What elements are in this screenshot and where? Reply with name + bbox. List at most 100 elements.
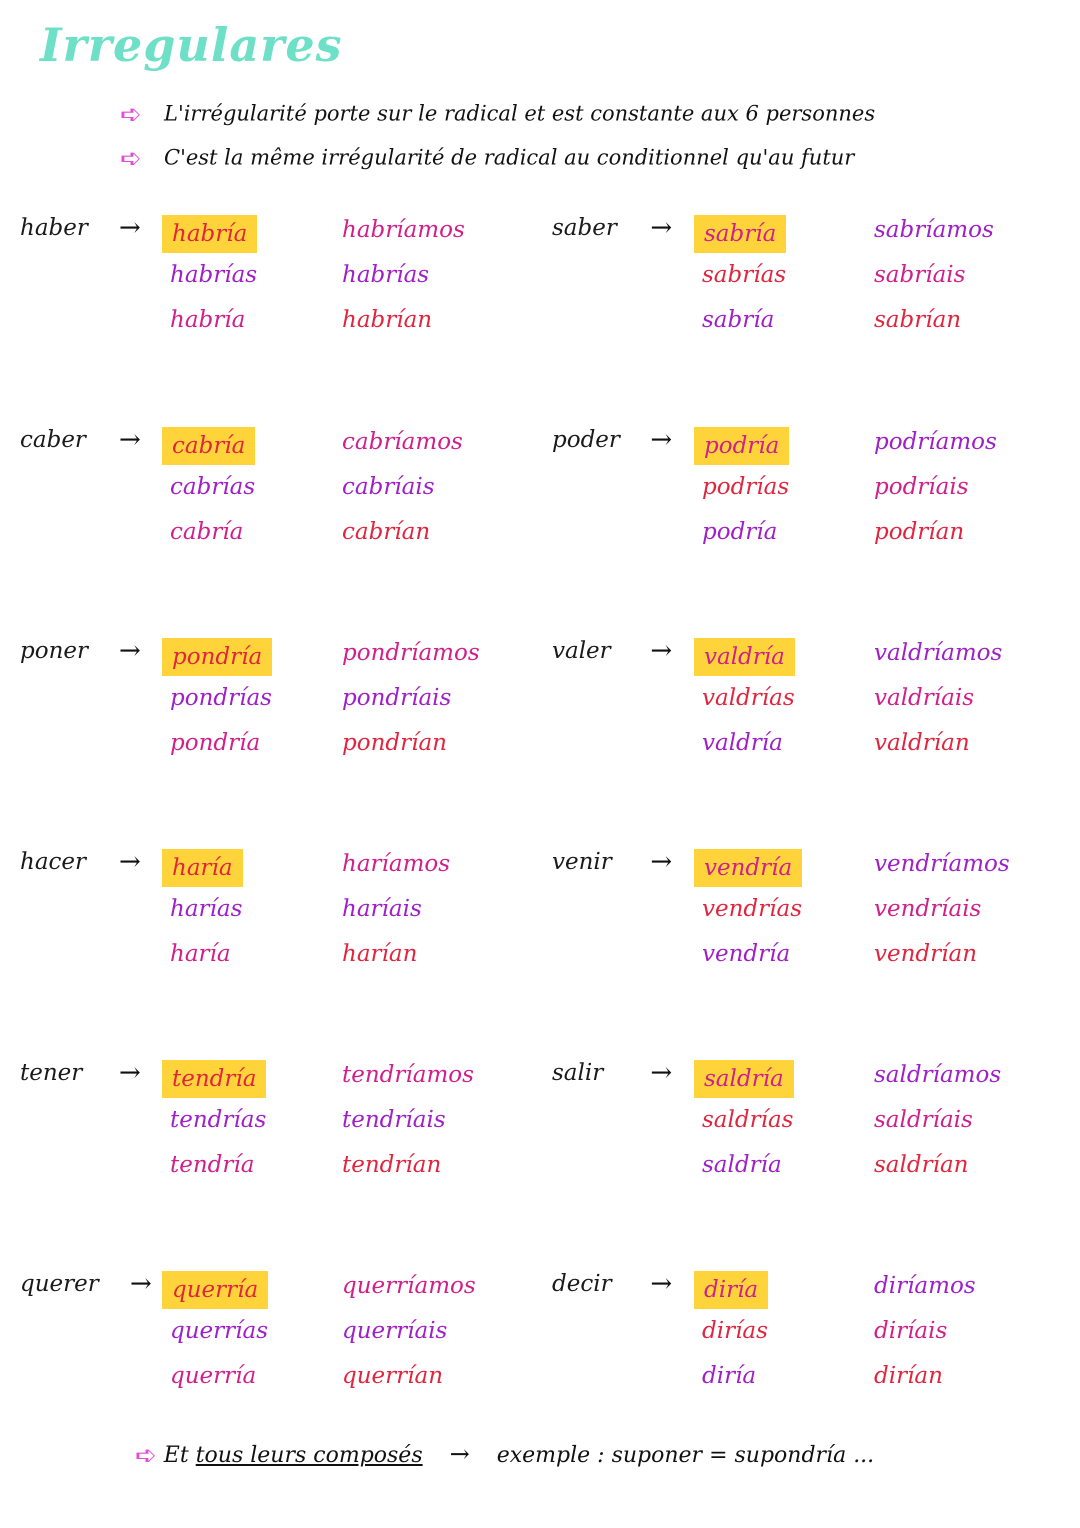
right-arrow-icon: → — [119, 847, 141, 877]
conjugated-form: habríamos — [342, 217, 465, 243]
conjugated-form: harían — [342, 941, 418, 967]
highlighted-form: querría — [162, 1271, 269, 1309]
conjugated-form: pondría — [170, 730, 261, 756]
conjugated-form: diríamos — [874, 1273, 976, 1299]
verb-infinitive: poder — [552, 427, 620, 453]
conjugated-form: podría — [702, 519, 778, 545]
conjugated-form: sabría — [702, 307, 775, 333]
note-1: ➪ L'irrégularité porte sur le radical et … — [120, 100, 875, 130]
conjugated-form: habrían — [342, 307, 433, 333]
conjugated-form: vendríamos — [874, 851, 1010, 877]
verb-block-tener: tener → tendría tendrías tendría tendríamos te… — [20, 1058, 520, 1200]
conjugated-form: haríais — [342, 896, 422, 922]
conjugated-form: cabrías — [170, 474, 256, 500]
right-arrow-icon: → — [650, 1058, 673, 1088]
verb-infinitive: saber — [552, 215, 617, 241]
verb-infinitive: caber — [20, 427, 86, 453]
right-arrow-icon: → — [130, 1269, 152, 1299]
verb-infinitive: salir — [552, 1060, 604, 1086]
curved-arrow-icon: ➪ — [120, 144, 142, 174]
right-arrow-icon: → — [119, 636, 141, 666]
conjugated-form: tendría — [170, 1152, 255, 1178]
right-arrow-icon: → — [449, 1440, 470, 1468]
verb-block-saber: saber → sabría sabrías sabría sabríamos sabría… — [552, 213, 1052, 355]
footer-text: Et — [163, 1443, 189, 1468]
conjugated-form: saldríamos — [874, 1062, 1002, 1088]
conjugated-form: vendrían — [874, 941, 978, 967]
highlighted-form: podría — [694, 427, 790, 465]
conjugated-form: habrías — [170, 262, 258, 288]
footer-note: ➪ Et tous leurs composés → exemple : sup… — [135, 1440, 874, 1471]
conjugated-form: podrías — [702, 474, 790, 500]
highlighted-form: saldría — [694, 1060, 794, 1098]
conjugated-form: podríais — [874, 474, 969, 500]
note-1-text: L'irrégularité porte sur le radical et e… — [164, 101, 876, 126]
conjugated-form: vendría — [702, 941, 791, 967]
conjugated-form: haría — [170, 941, 231, 967]
conjugated-form: querríamos — [342, 1273, 476, 1299]
conjugated-form: valdríamos — [874, 640, 1003, 666]
conjugated-form: pondríais — [342, 685, 452, 711]
right-arrow-icon: → — [650, 847, 673, 877]
conjugated-form: vendrías — [702, 896, 803, 922]
conjugated-form: valdríais — [874, 685, 975, 711]
conjugated-form: cabríamos — [342, 429, 463, 455]
verb-infinitive: venir — [552, 849, 612, 875]
highlighted-form: haría — [162, 849, 243, 887]
conjugated-form: saldrías — [702, 1107, 794, 1133]
right-arrow-icon: → — [650, 425, 673, 455]
verb-block-haber: haber → habría habrías habría habríamos habría… — [20, 213, 520, 355]
conjugated-form: querríais — [342, 1318, 448, 1344]
conjugated-form: pondrías — [170, 685, 272, 711]
verb-block-salir: salir → saldría saldrías saldría saldríamos sa… — [552, 1058, 1052, 1200]
conjugated-form: haríamos — [342, 851, 451, 877]
conjugated-form: tendríamos — [342, 1062, 474, 1088]
curved-arrow-icon: ➪ — [135, 1441, 157, 1471]
highlighted-form: vendría — [694, 849, 803, 887]
conjugated-form: querrías — [170, 1318, 269, 1344]
conjugated-form: valdría — [702, 730, 783, 756]
conjugated-form: dirías — [702, 1318, 768, 1344]
conjugated-form: sabríamos — [874, 217, 994, 243]
conjugated-form: harías — [170, 896, 243, 922]
verb-block-hacer: hacer → haría harías haría haríamos haríais har… — [20, 847, 520, 989]
conjugated-form: tendrías — [170, 1107, 267, 1133]
curved-arrow-icon: ➪ — [120, 100, 142, 130]
verb-block-poder: poder → podría podrías podría podríamos podría… — [552, 425, 1052, 567]
highlighted-form: cabría — [162, 427, 256, 465]
verb-infinitive: poner — [20, 638, 88, 664]
highlighted-form: pondría — [162, 638, 273, 676]
conjugated-form: valdrías — [702, 685, 795, 711]
conjugated-form: diría — [702, 1363, 757, 1389]
conjugated-form: querría — [170, 1363, 257, 1389]
conjugated-form: pondríamos — [342, 640, 480, 666]
conjugated-form: tendríais — [342, 1107, 446, 1133]
highlighted-form: habría — [162, 215, 258, 253]
conjugated-form: tendrían — [342, 1152, 442, 1178]
conjugated-form: podrían — [874, 519, 965, 545]
conjugated-form: querrían — [342, 1363, 444, 1389]
conjugated-form: saldrían — [874, 1152, 969, 1178]
conjugated-form: dirían — [874, 1363, 943, 1389]
page-title: Irregulares — [40, 18, 343, 72]
note-2: ➪ C'est la même irrégularité de radical a… — [120, 144, 854, 174]
verb-block-poner: poner → pondría pondrías pondría pondríamos po… — [20, 636, 520, 778]
conjugated-form: valdrían — [874, 730, 970, 756]
conjugated-form: saldríais — [874, 1107, 973, 1133]
conjugated-form: cabría — [170, 519, 244, 545]
conjugated-form: diríais — [874, 1318, 948, 1344]
right-arrow-icon: → — [650, 636, 673, 666]
right-arrow-icon: → — [650, 213, 673, 243]
verb-infinitive: tener — [20, 1060, 83, 1086]
conjugated-form: habría — [170, 307, 246, 333]
verb-block-querer: querer → querría querrías querría querríamos q… — [20, 1269, 520, 1411]
highlighted-form: tendría — [162, 1060, 267, 1098]
highlighted-form: diría — [694, 1271, 769, 1309]
conjugated-form: sabrían — [874, 307, 962, 333]
conjugated-form: habrías — [342, 262, 430, 288]
verb-infinitive: valer — [552, 638, 611, 664]
footer-underlined: tous leurs composés — [195, 1443, 423, 1468]
footer-example: exemple : suponer = supondría ... — [496, 1443, 875, 1468]
highlighted-form: sabría — [694, 215, 787, 253]
verb-infinitive: haber — [20, 215, 88, 241]
